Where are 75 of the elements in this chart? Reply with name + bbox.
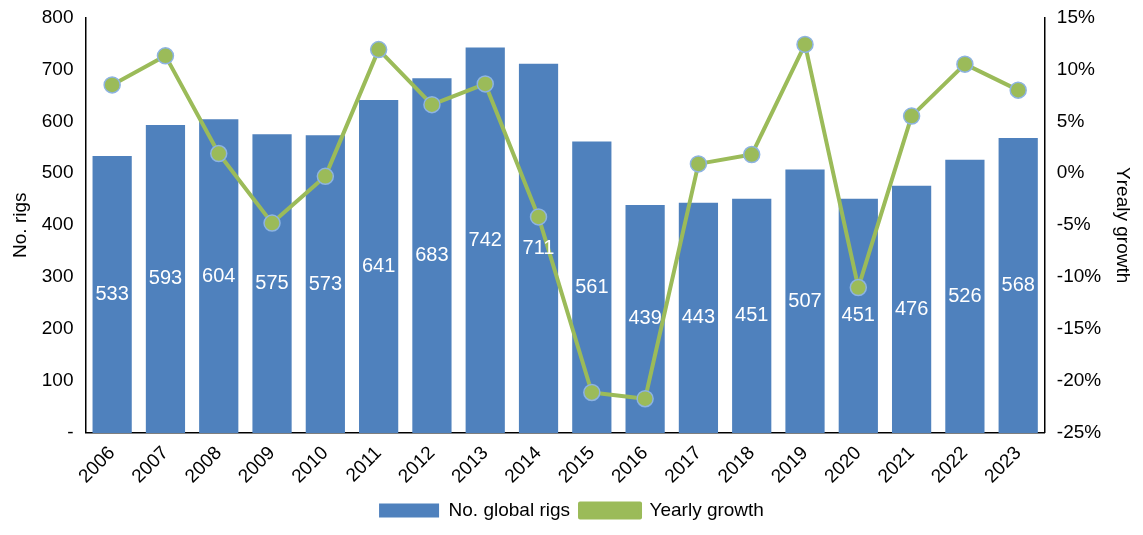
point (583, 383, 601, 402)
bar (92, 156, 132, 433)
legend-label: No. global rigs (448, 498, 571, 520)
point (849, 278, 868, 297)
y-tick-label: 600 (41, 109, 74, 131)
point (316, 167, 335, 186)
data-label: 568 (1001, 272, 1035, 295)
y2-tick-label: -5% (1056, 213, 1091, 235)
point (902, 107, 921, 125)
point (209, 144, 228, 163)
point (476, 75, 494, 93)
bar (625, 204, 665, 433)
data-label: 593 (148, 266, 183, 289)
y2-tick-label: 15% (1056, 5, 1095, 27)
bar (945, 159, 985, 433)
y2-tick-label: 5% (1056, 109, 1085, 131)
point (1009, 81, 1027, 99)
data-label: 573 (308, 271, 343, 294)
data-label: 451 (841, 303, 875, 326)
point (529, 208, 548, 226)
y-tick-label: 400 (41, 213, 74, 235)
data-label: 561 (575, 274, 609, 297)
y2-tick-label: -10% (1056, 265, 1102, 287)
bar (838, 198, 878, 433)
data-label: 533 (95, 282, 129, 305)
point (423, 95, 441, 114)
y-tick-label: 200 (41, 317, 74, 339)
y-tick-label: 500 (41, 161, 74, 183)
data-label: 526 (948, 283, 982, 306)
bar (145, 124, 186, 433)
bar (518, 63, 559, 433)
bar (732, 198, 772, 433)
bar (359, 100, 399, 433)
data-label: 507 (788, 288, 822, 311)
bar (412, 78, 452, 433)
bar (785, 169, 825, 433)
y-axis-title: No. rigs (8, 192, 30, 258)
y-tick-label: 700 (41, 57, 74, 79)
y2-tick-label: 10% (1056, 57, 1095, 79)
point (263, 214, 281, 232)
bar (891, 185, 932, 433)
data-label: 604 (202, 263, 236, 286)
point (689, 155, 708, 173)
y-tick-label: 100 (41, 369, 74, 391)
bar (252, 134, 292, 433)
point (742, 145, 761, 164)
bar (572, 141, 612, 433)
point (636, 389, 654, 408)
data-label: 641 (361, 254, 396, 277)
point (796, 35, 814, 54)
data-label: 476 (894, 296, 929, 319)
point (956, 55, 974, 73)
data-label: 683 (415, 243, 449, 266)
point (369, 40, 388, 59)
y2-tick-label: -15% (1056, 317, 1102, 339)
data-label: 575 (255, 271, 289, 294)
y-tick-label: - (67, 421, 74, 443)
bar (199, 119, 239, 433)
y2-axis-title: Yrealy growth (1113, 167, 1135, 284)
y2-tick-label: -25% (1056, 421, 1102, 443)
data-label: 443 (681, 305, 716, 328)
y-tick-label: 800 (41, 5, 74, 27)
y2-tick-label: 0% (1056, 161, 1085, 183)
data-label: 451 (735, 303, 769, 326)
y-tick-label: 300 (41, 265, 74, 287)
bar (305, 135, 345, 433)
bar (998, 137, 1038, 433)
point (103, 76, 121, 94)
data-label: 439 (628, 306, 662, 329)
point (156, 47, 175, 65)
bar (678, 202, 719, 433)
data-label: 742 (468, 227, 502, 250)
legend-label: Yearly growth (649, 498, 764, 520)
y2-tick-label: -20% (1056, 369, 1102, 391)
bar (465, 47, 505, 433)
